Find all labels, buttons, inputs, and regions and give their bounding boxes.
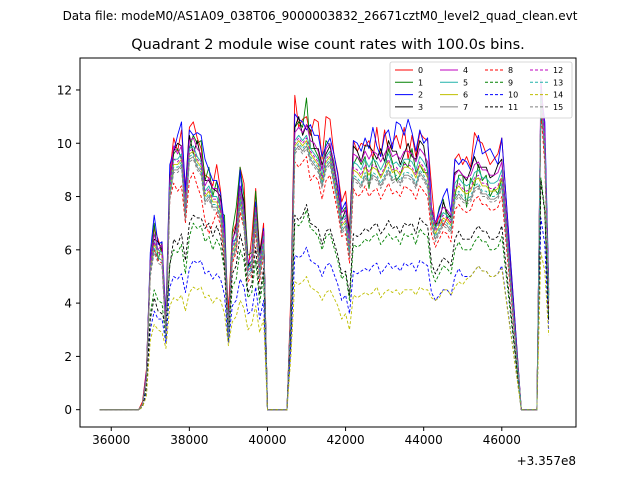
legend-label: 0 [418,66,423,75]
series-line-4 [99,78,550,411]
series-line-0 [99,92,550,411]
series-line-5 [99,89,550,411]
legend-label: 7 [463,103,468,112]
legend-label: 15 [553,103,563,112]
x-tick-label: 44000 [405,433,443,447]
x-tick-label: 40000 [248,433,286,447]
series-line-8 [99,110,550,411]
y-tick-label: 2 [64,350,72,364]
legend-label: 8 [508,66,513,75]
x-tick-label: 46000 [483,433,521,447]
y-tick-label: 4 [64,297,72,311]
x-offset-label: +3.357e8 [517,454,576,468]
legend-label: 4 [463,66,468,75]
y-tick-label: 6 [64,243,72,257]
legend-label: 3 [418,103,423,112]
y-tick-label: 12 [57,83,72,97]
series-layer [99,78,550,411]
legend-label: 1 [418,78,423,87]
legend-label: 13 [553,78,563,87]
series-line-10 [99,217,550,411]
series-line-13 [99,97,550,411]
legend-label: 11 [508,103,518,112]
legend-label: 6 [463,91,468,100]
series-line-15 [99,102,550,411]
x-tick-label: 42000 [326,433,364,447]
legend-label: 10 [508,91,518,100]
x-tick-label: 36000 [92,433,130,447]
y-tick-label: 8 [64,190,72,204]
legend-box [389,61,573,119]
chart-title: Quadrant 2 module wise count rates with … [131,37,525,53]
legend-label: 5 [463,78,468,87]
series-line-11 [99,180,550,411]
plot-background [80,58,576,427]
y-axis: 0 2 4 6 8 10 12 [57,83,80,417]
y-tick-label: 10 [57,137,72,151]
series-line-6 [99,94,550,411]
x-tick-label: 38000 [170,433,208,447]
legend-label: 9 [508,78,513,87]
x-axis: 36000 38000 40000 42000 44000 46000 [92,427,521,447]
series-line-12 [99,92,550,411]
plot-area: 36000 38000 40000 42000 44000 46000 024681012… [57,57,577,468]
legend-label: 2 [418,91,423,100]
legend-label: 14 [553,91,563,100]
legend-label: 12 [553,66,563,75]
series-line-14 [99,252,550,411]
y-tick-label: 0 [64,403,72,417]
data-file-caption: Data file: modeM0/AS1A09_038T06_90000038… [63,9,578,23]
plot-frame [79,57,577,428]
